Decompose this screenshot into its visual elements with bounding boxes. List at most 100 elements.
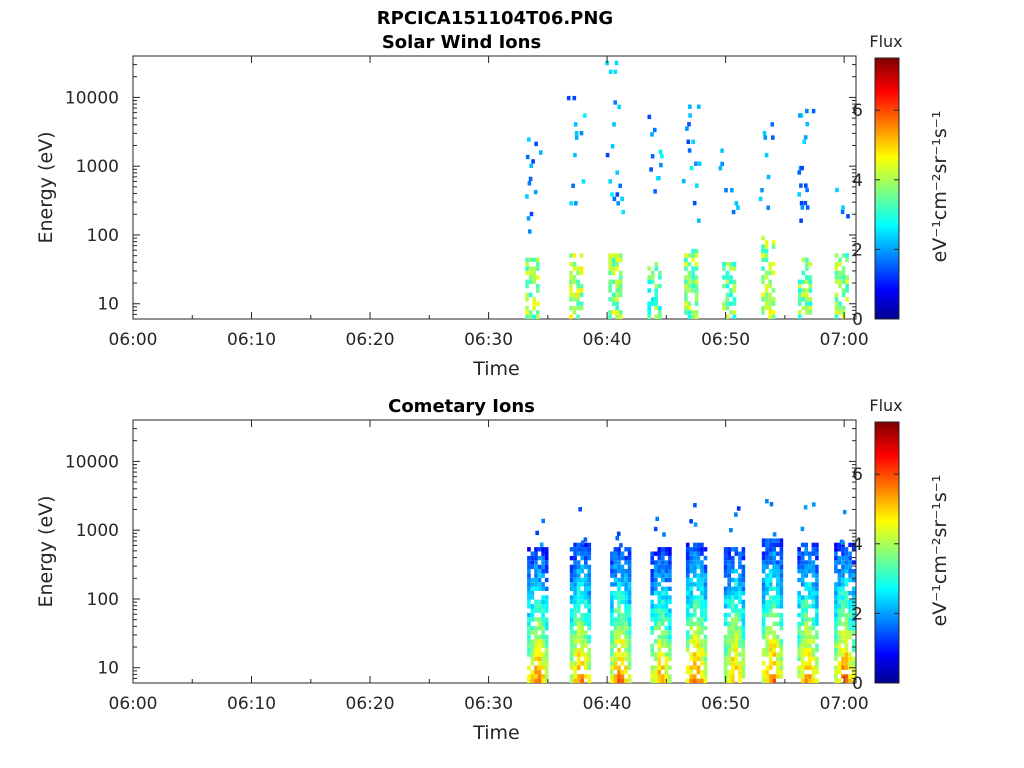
flux-cell bbox=[730, 188, 734, 193]
flux-cell bbox=[765, 612, 769, 618]
flux-cell bbox=[799, 183, 803, 188]
flux-cell bbox=[668, 608, 672, 613]
flux-cell bbox=[651, 279, 655, 284]
flux-cell bbox=[573, 678, 577, 683]
flux-cell bbox=[729, 279, 733, 284]
flux-cell bbox=[723, 599, 728, 605]
flux-cell bbox=[659, 162, 663, 168]
flux-cell bbox=[525, 194, 529, 199]
flux-cell bbox=[610, 630, 614, 635]
flux-cell bbox=[527, 647, 531, 653]
flux-cell bbox=[768, 586, 773, 591]
flux-cell bbox=[763, 135, 768, 140]
flux-cell bbox=[727, 630, 731, 635]
flux-cell bbox=[532, 297, 536, 302]
flux-cell bbox=[772, 643, 776, 648]
flux-cell bbox=[664, 608, 669, 613]
y-tick-label: 10 bbox=[97, 659, 119, 679]
flux-cell bbox=[647, 301, 651, 306]
flux-cell bbox=[837, 665, 842, 670]
flux-cell bbox=[741, 661, 746, 666]
flux-cell bbox=[617, 634, 621, 640]
flux-cell bbox=[841, 591, 845, 596]
flux-cell bbox=[661, 586, 665, 591]
flux-cell bbox=[569, 305, 573, 311]
flux-cell bbox=[729, 262, 733, 267]
flux-cell bbox=[815, 551, 819, 556]
flux-cell bbox=[851, 547, 856, 552]
flux-cell bbox=[837, 595, 842, 600]
flux-cell bbox=[722, 262, 726, 267]
flux-cell bbox=[808, 586, 812, 591]
flux-cell bbox=[764, 152, 769, 158]
flux-cell bbox=[848, 604, 852, 609]
flux-cell bbox=[723, 669, 728, 675]
flux-cell bbox=[580, 647, 584, 653]
flux-cell bbox=[765, 551, 769, 556]
flux-cell bbox=[576, 586, 581, 591]
flux-cell bbox=[805, 288, 809, 293]
flux-cell bbox=[834, 292, 839, 298]
flux-cell bbox=[668, 647, 672, 653]
flux-cell bbox=[731, 547, 735, 552]
flux-cell bbox=[617, 582, 621, 587]
flux-cell bbox=[841, 270, 846, 276]
flux-cell bbox=[573, 569, 577, 574]
flux-cell bbox=[838, 275, 842, 280]
flux-cell bbox=[841, 582, 845, 587]
flux-cell bbox=[610, 665, 614, 670]
flux-cell bbox=[841, 540, 845, 545]
flux-cell bbox=[615, 305, 619, 311]
flux-cell bbox=[800, 608, 805, 613]
flux-cell bbox=[844, 630, 849, 635]
flux-cell bbox=[587, 564, 592, 570]
flux-cell bbox=[841, 586, 845, 591]
flux-cell bbox=[527, 604, 531, 609]
flux-cell bbox=[838, 310, 842, 315]
flux-cell bbox=[685, 630, 690, 635]
flux-cell bbox=[689, 652, 694, 657]
flux-cell bbox=[584, 634, 588, 640]
flux-cell bbox=[693, 573, 697, 578]
flux-cell bbox=[779, 595, 784, 600]
flux-cell bbox=[841, 608, 845, 613]
flux-cell bbox=[527, 643, 531, 648]
flux-cell bbox=[541, 674, 545, 679]
flux-cell bbox=[544, 652, 549, 657]
flux-cell bbox=[541, 551, 545, 556]
flux-cell bbox=[815, 643, 819, 648]
flux-cell bbox=[727, 656, 731, 662]
flux-cell bbox=[848, 656, 852, 662]
flux-cell bbox=[610, 639, 614, 644]
flux-cell bbox=[536, 301, 540, 306]
flux-cell bbox=[610, 569, 614, 574]
flux-cell bbox=[804, 595, 808, 600]
flux-cell bbox=[738, 599, 742, 605]
flux-cell bbox=[650, 647, 654, 653]
flux-cell bbox=[727, 569, 731, 574]
flux-cell bbox=[627, 577, 632, 583]
flux-cell bbox=[534, 665, 538, 670]
flux-cell bbox=[650, 599, 654, 605]
flux-cell bbox=[840, 209, 845, 215]
flux-cell bbox=[808, 634, 812, 640]
flux-cell bbox=[661, 630, 665, 635]
flux-cell bbox=[579, 283, 584, 289]
flux-cell bbox=[804, 617, 808, 622]
flux-cell bbox=[685, 126, 689, 131]
flux-cell bbox=[841, 305, 846, 311]
flux-cell bbox=[837, 643, 842, 648]
flux-cell bbox=[797, 310, 802, 315]
flux-cell bbox=[779, 560, 784, 565]
flux-cell bbox=[779, 665, 784, 670]
flux-cell bbox=[534, 656, 538, 662]
flux-cell bbox=[772, 555, 776, 561]
flux-cell bbox=[627, 656, 632, 662]
flux-cell bbox=[815, 604, 819, 609]
flux-cell bbox=[738, 573, 742, 578]
colorbar-label: eV⁻¹cm⁻²sr⁻¹s⁻¹ bbox=[929, 111, 951, 263]
flux-cell bbox=[657, 652, 662, 657]
flux-cell bbox=[741, 555, 746, 561]
flux-cell bbox=[569, 608, 574, 613]
flux-cell bbox=[576, 569, 581, 574]
